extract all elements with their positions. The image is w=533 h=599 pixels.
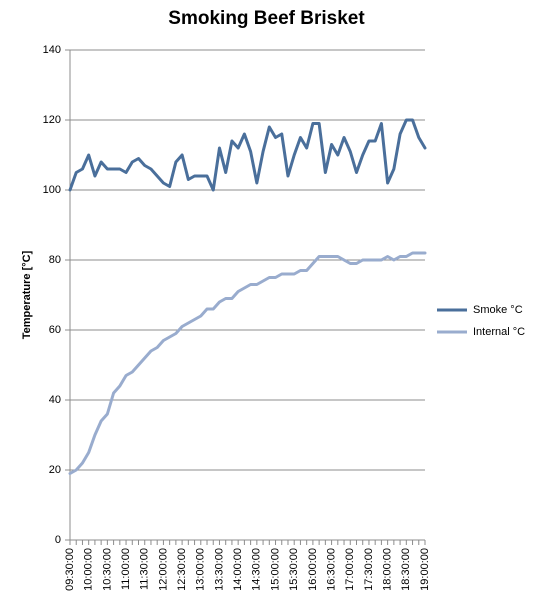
x-tick-label: 10:30:00 bbox=[101, 548, 113, 591]
x-tick-label: 14:00:00 bbox=[232, 548, 244, 591]
x-tick-label: 19:00:00 bbox=[419, 548, 431, 591]
x-tick-label: 16:30:00 bbox=[325, 548, 337, 591]
x-tick-label: 12:30:00 bbox=[176, 548, 188, 591]
y-tick-label: 140 bbox=[43, 44, 61, 56]
axes bbox=[65, 49, 426, 545]
x-tick-label: 13:30:00 bbox=[213, 548, 225, 591]
legend-label: Internal °C bbox=[473, 326, 525, 338]
y-tick-labels: 0 20 40 60 80 100 120 140 bbox=[43, 44, 61, 546]
y-tick-label: 20 bbox=[49, 464, 61, 476]
x-tick-label: 18:00:00 bbox=[382, 548, 394, 591]
chart-title: Smoking Beef Brisket bbox=[168, 8, 365, 29]
x-tick-label: 15:30:00 bbox=[288, 548, 300, 591]
y-tick-label: 100 bbox=[43, 184, 61, 196]
x-tick-label: 13:00:00 bbox=[195, 548, 207, 591]
series-line-1 bbox=[68, 118, 427, 192]
legend: Smoke °C Internal °C bbox=[437, 304, 525, 338]
x-tick-label: 09:30:00 bbox=[64, 548, 76, 591]
x-tick-label: 17:30:00 bbox=[363, 548, 375, 591]
y-tick-label: 0 bbox=[55, 534, 61, 546]
legend-label: Smoke °C bbox=[473, 304, 523, 316]
y-tick-label: 80 bbox=[49, 254, 61, 266]
x-tick-label: 17:00:00 bbox=[344, 548, 356, 591]
x-tick-label: 16:00:00 bbox=[307, 548, 319, 591]
x-tick-label: 11:00:00 bbox=[120, 548, 132, 590]
y-tick-label: 40 bbox=[49, 394, 61, 406]
x-tick-labels: 09:30:00 10:00:00 10:30:00 11:00:00 11:30:00… bbox=[64, 548, 431, 591]
series-lines bbox=[68, 118, 427, 475]
x-tick-label: 14:30:00 bbox=[251, 548, 263, 591]
y-tick-label: 60 bbox=[49, 324, 61, 336]
x-tick-label: 11:30:00 bbox=[139, 548, 151, 590]
x-tick-label: 12:00:00 bbox=[157, 548, 169, 591]
x-tick-label: 10:00:00 bbox=[83, 548, 95, 591]
series-line-2 bbox=[68, 251, 427, 475]
y-axis-title: Temperature [°C] bbox=[21, 250, 33, 339]
x-tick-label: 18:30:00 bbox=[400, 548, 412, 591]
y-tick-label: 120 bbox=[43, 114, 61, 126]
x-tick-label: 15:00:00 bbox=[269, 548, 281, 591]
